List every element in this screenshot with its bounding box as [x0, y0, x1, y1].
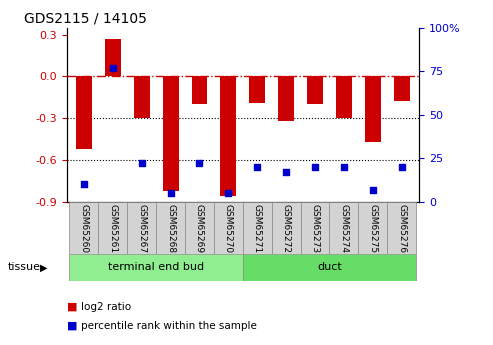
Bar — [214, 202, 243, 254]
Text: ■: ■ — [67, 321, 77, 331]
Bar — [76, 76, 92, 149]
Bar — [191, 76, 208, 104]
Text: GSM65275: GSM65275 — [368, 204, 377, 254]
Text: log2 ratio: log2 ratio — [81, 302, 132, 312]
Bar — [365, 76, 381, 142]
Text: GSM65272: GSM65272 — [282, 204, 291, 254]
Point — [224, 190, 232, 196]
Bar — [278, 76, 294, 121]
Bar — [70, 202, 98, 254]
Bar — [358, 202, 387, 254]
Bar — [70, 254, 243, 281]
Bar — [307, 76, 323, 104]
Point — [167, 190, 175, 196]
Bar — [127, 202, 156, 254]
Bar — [185, 202, 214, 254]
Bar — [336, 76, 352, 118]
Text: ■: ■ — [67, 302, 77, 312]
Text: tissue: tissue — [7, 263, 40, 272]
Point — [340, 164, 348, 170]
Text: terminal end bud: terminal end bud — [108, 263, 204, 272]
Bar — [220, 76, 236, 196]
Bar — [329, 202, 358, 254]
Point — [109, 65, 117, 70]
Bar — [98, 202, 127, 254]
Text: GSM65271: GSM65271 — [253, 204, 262, 254]
Point — [80, 182, 88, 187]
Bar — [105, 39, 121, 76]
Text: GSM65267: GSM65267 — [137, 204, 146, 254]
Point — [369, 187, 377, 193]
Bar — [156, 202, 185, 254]
Text: GSM65261: GSM65261 — [108, 204, 117, 254]
Text: GSM65268: GSM65268 — [166, 204, 175, 254]
Point — [282, 169, 290, 175]
Bar — [243, 202, 272, 254]
Text: GSM65276: GSM65276 — [397, 204, 406, 254]
Bar — [163, 76, 178, 191]
Bar — [243, 254, 416, 281]
Text: ▶: ▶ — [40, 263, 48, 272]
Point — [253, 164, 261, 170]
Text: GDS2115 / 14105: GDS2115 / 14105 — [24, 11, 147, 25]
Bar — [394, 76, 410, 101]
Point — [398, 164, 406, 170]
Bar — [387, 202, 416, 254]
Point — [138, 161, 145, 166]
Point — [311, 164, 319, 170]
Bar — [272, 202, 301, 254]
Text: duct: duct — [317, 263, 342, 272]
Point — [196, 161, 204, 166]
Text: GSM65274: GSM65274 — [339, 204, 349, 254]
Bar — [301, 202, 329, 254]
Text: GSM65269: GSM65269 — [195, 204, 204, 254]
Text: percentile rank within the sample: percentile rank within the sample — [81, 321, 257, 331]
Text: GSM65273: GSM65273 — [311, 204, 319, 254]
Bar — [249, 76, 265, 103]
Text: GSM65270: GSM65270 — [224, 204, 233, 254]
Text: GSM65260: GSM65260 — [79, 204, 88, 254]
Bar — [134, 76, 149, 118]
